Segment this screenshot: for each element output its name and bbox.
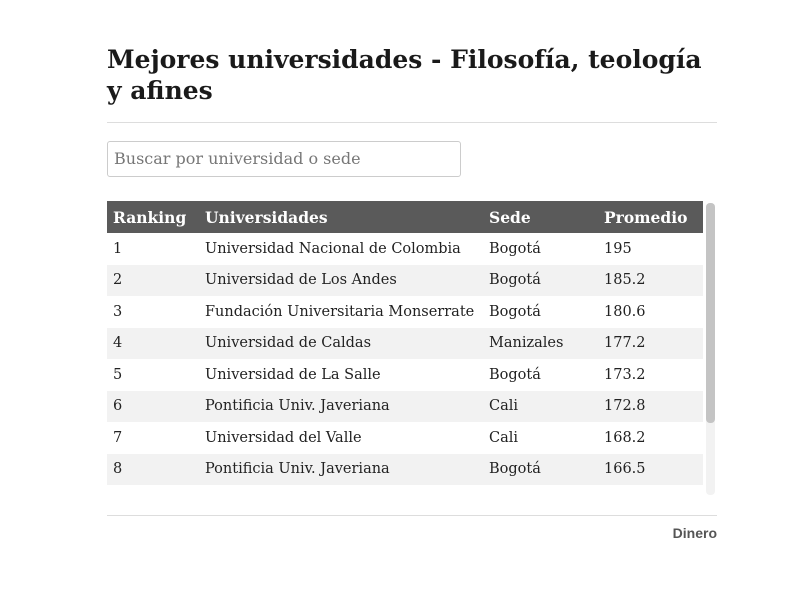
table-cell: 8 bbox=[107, 453, 199, 485]
table-row: 8 Pontificia Univ. Javeriana Bogotá 166.5 bbox=[107, 453, 703, 485]
table-row: 5 Universidad de La Salle Bogotá 173.2 bbox=[107, 359, 703, 391]
table-cell: 172.8 bbox=[598, 390, 703, 422]
table: Ranking Universidades Sede Promedio 1 Univer… bbox=[107, 201, 703, 485]
table-cell: Universidad de La Salle bbox=[205, 366, 381, 383]
table-cell: 7 bbox=[113, 429, 123, 446]
column-header: Universidades bbox=[199, 201, 483, 233]
table-cell: Universidad de Los Andes bbox=[199, 264, 483, 296]
table-cell: Fundación Universitaria Monserrate bbox=[205, 303, 475, 320]
divider bbox=[107, 515, 717, 516]
table-row: 6 Pontificia Univ. Javeriana Cali 172.8 bbox=[107, 390, 703, 422]
table-viewport: Ranking Universidades Sede Promedio 1 Univer… bbox=[107, 201, 703, 497]
table-cell: 177.2 bbox=[598, 327, 703, 359]
header-row: Ranking Universidades Sede Promedio bbox=[107, 201, 703, 233]
title: Mejores universidades - Filosofía, teolo… bbox=[107, 45, 702, 105]
table-cell: Bogotá bbox=[489, 303, 541, 320]
table-cell: Cali bbox=[483, 390, 598, 422]
table-cell: Pontificia Univ. Javeriana bbox=[199, 390, 483, 422]
table-cell: 3 bbox=[113, 303, 123, 320]
table-cell: 1 bbox=[113, 240, 123, 257]
table-cell: 166.5 bbox=[598, 453, 703, 485]
table-row: 1 Universidad Nacional de Colombia Bogotá 1… bbox=[107, 233, 703, 265]
source: Dinero bbox=[672, 525, 717, 541]
table-row: 2 Universidad de Los Andes Bogotá 185.2 bbox=[107, 264, 703, 296]
table-cell: 2 bbox=[107, 264, 199, 296]
table-cell: Bogotá bbox=[483, 453, 598, 485]
table-cell: 185.2 bbox=[598, 264, 703, 296]
column-header: Ranking bbox=[107, 201, 199, 233]
table-cell: Bogotá bbox=[489, 240, 541, 257]
table-cell: 5 bbox=[113, 366, 123, 383]
table-cell: Universidad del Valle bbox=[205, 429, 362, 446]
search-input[interactable]: Buscar por universidad o sede bbox=[107, 141, 461, 177]
table-cell: Bogotá bbox=[483, 264, 598, 296]
table-cell: 4 bbox=[107, 327, 199, 359]
table-cell: Cali bbox=[489, 429, 519, 446]
table-cell: 173.2 bbox=[604, 366, 646, 383]
table-cell: 6 bbox=[107, 390, 199, 422]
column-header: Sede bbox=[483, 201, 598, 233]
scrollbar[interactable] bbox=[706, 203, 715, 495]
table-row: 4 Universidad de Caldas Manizales 177.2 bbox=[107, 327, 703, 359]
table-cell: 180.6 bbox=[604, 303, 646, 320]
divider bbox=[107, 122, 717, 123]
table-cell: 195 bbox=[604, 240, 632, 257]
table-cell: Universidad de Caldas bbox=[199, 327, 483, 359]
table-row: 3 Fundación Universitaria Monserrate Bogot… bbox=[107, 296, 703, 328]
column-header: Promedio bbox=[598, 201, 703, 233]
table-cell: Universidad Nacional de Colombia bbox=[205, 240, 461, 257]
table-cell: 168.2 bbox=[604, 429, 646, 446]
table-cell: Pontificia Univ. Javeriana bbox=[199, 453, 483, 485]
table-cell: Bogotá bbox=[489, 366, 541, 383]
scroll-thumb[interactable] bbox=[706, 203, 715, 423]
table-row: 7 Universidad del Valle Cali 168.2 bbox=[107, 422, 703, 454]
table-cell: Manizales bbox=[483, 327, 598, 359]
